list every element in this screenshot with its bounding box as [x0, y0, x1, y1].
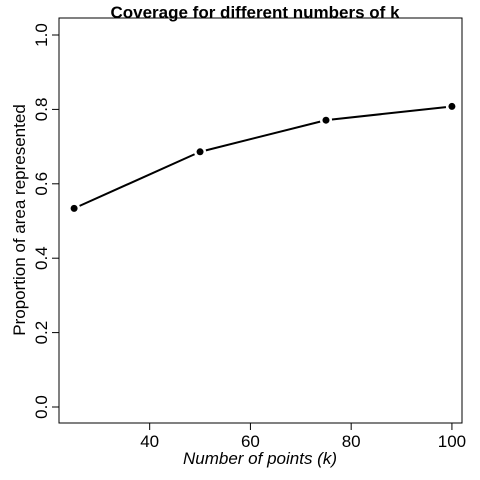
y-tick-label: 0.2 — [32, 321, 51, 345]
chart-title: Coverage for different numbers of k — [110, 3, 400, 22]
series-line-segment — [79, 153, 195, 207]
data-point — [322, 116, 330, 124]
plot-frame — [58, 17, 463, 424]
series-line-segment — [205, 120, 321, 152]
x-axis: 40 60 80 100 — [140, 423, 466, 451]
y-tick-label: 0.8 — [32, 98, 51, 122]
y-tick-label: 0.6 — [32, 172, 51, 196]
series-layer — [70, 102, 456, 212]
series-line-segment — [331, 106, 447, 121]
x-axis-label: Number of points (k) — [183, 449, 337, 468]
x-tick-label: 80 — [342, 432, 361, 451]
y-tick-label: 0.0 — [32, 395, 51, 419]
data-point — [196, 148, 204, 156]
y-axis-label: Proportion of area represented — [10, 104, 29, 336]
y-tick-label: 1.0 — [32, 23, 51, 47]
y-tick-label: 0.4 — [32, 246, 51, 270]
x-tick-label: 40 — [140, 432, 159, 451]
x-tick-label: 60 — [241, 432, 260, 451]
data-point — [70, 204, 78, 212]
y-axis: 0.0 0.2 0.4 0.6 0.8 1.0 — [32, 23, 59, 419]
x-tick-label: 100 — [438, 432, 466, 451]
data-point — [448, 102, 456, 110]
